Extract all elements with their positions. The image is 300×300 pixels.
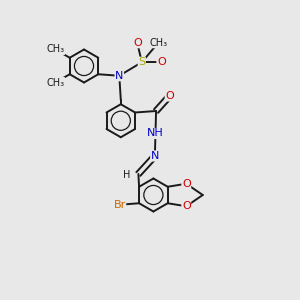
- Text: NH: NH: [147, 128, 164, 139]
- Text: CH₃: CH₃: [46, 77, 64, 88]
- Text: S: S: [138, 57, 146, 67]
- Text: Br: Br: [113, 200, 126, 210]
- Text: O: O: [157, 57, 166, 67]
- Text: O: O: [182, 179, 190, 189]
- Text: N: N: [151, 151, 159, 161]
- Text: O: O: [165, 91, 174, 101]
- Text: CH₃: CH₃: [46, 44, 64, 55]
- Text: O: O: [182, 201, 190, 211]
- Text: N: N: [115, 71, 124, 81]
- Text: CH₃: CH₃: [149, 38, 167, 48]
- Text: O: O: [133, 38, 142, 48]
- Text: H: H: [123, 169, 130, 180]
